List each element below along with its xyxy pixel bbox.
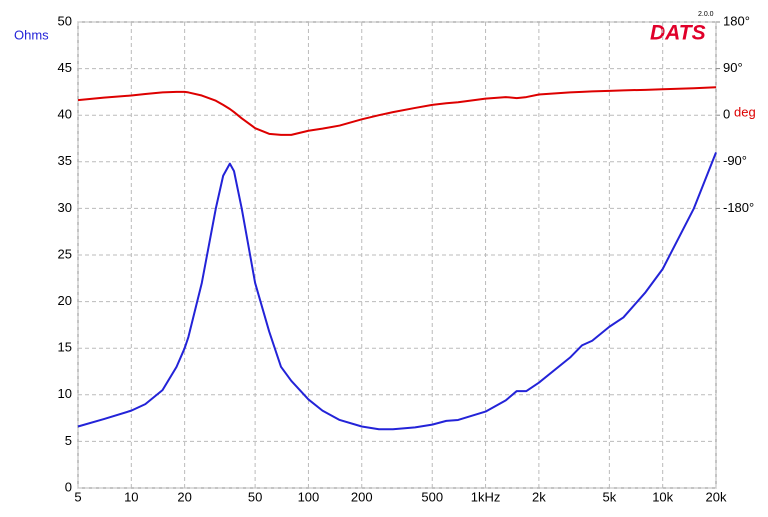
logo: DATS bbox=[650, 22, 706, 45]
x-tick-label: 50 bbox=[248, 489, 262, 504]
y-tick-label: 30 bbox=[58, 200, 72, 215]
version: 2.0.0 bbox=[698, 11, 714, 18]
x-tick-label: 5 bbox=[74, 489, 81, 504]
y-tick-label: 40 bbox=[58, 107, 72, 122]
x-tick-label: 1kHz bbox=[471, 489, 501, 504]
series-line bbox=[77, 152, 717, 431]
y2-tick-label: 90° bbox=[723, 60, 743, 75]
y2-tick-label: -180° bbox=[723, 200, 754, 215]
x-tick-label: 10k bbox=[652, 489, 673, 504]
series-line bbox=[77, 86, 717, 136]
y-tick-label: 5 bbox=[65, 433, 72, 448]
x-tick-label: 200 bbox=[351, 489, 373, 504]
y2-tick-label: -90° bbox=[723, 153, 747, 168]
y-tick-label: 20 bbox=[58, 293, 72, 308]
y2-tick-label: 0 bbox=[723, 107, 730, 122]
y-tick-label: 10 bbox=[58, 386, 72, 401]
x-tick-label: 10 bbox=[124, 489, 138, 504]
x-tick-label: 20k bbox=[706, 489, 727, 504]
x-tick-label: 500 bbox=[421, 489, 443, 504]
x-tick-label: 100 bbox=[298, 489, 320, 504]
y-tick-label: 15 bbox=[58, 340, 72, 355]
y-tick-label: 50 bbox=[58, 13, 72, 28]
x-tick-label: 20 bbox=[177, 489, 191, 504]
y-tick-label: 25 bbox=[58, 246, 72, 261]
x-tick-label: 2k bbox=[532, 489, 546, 504]
x-tick-label: 5k bbox=[602, 489, 616, 504]
y2-axis-label: deg bbox=[734, 104, 756, 119]
y-tick-label: 35 bbox=[58, 153, 72, 168]
y-tick-label: 0 bbox=[65, 479, 72, 494]
y-axis-label: Ohms bbox=[14, 27, 49, 42]
y-tick-label: 45 bbox=[58, 60, 72, 75]
y2-tick-label: 180° bbox=[723, 13, 750, 28]
